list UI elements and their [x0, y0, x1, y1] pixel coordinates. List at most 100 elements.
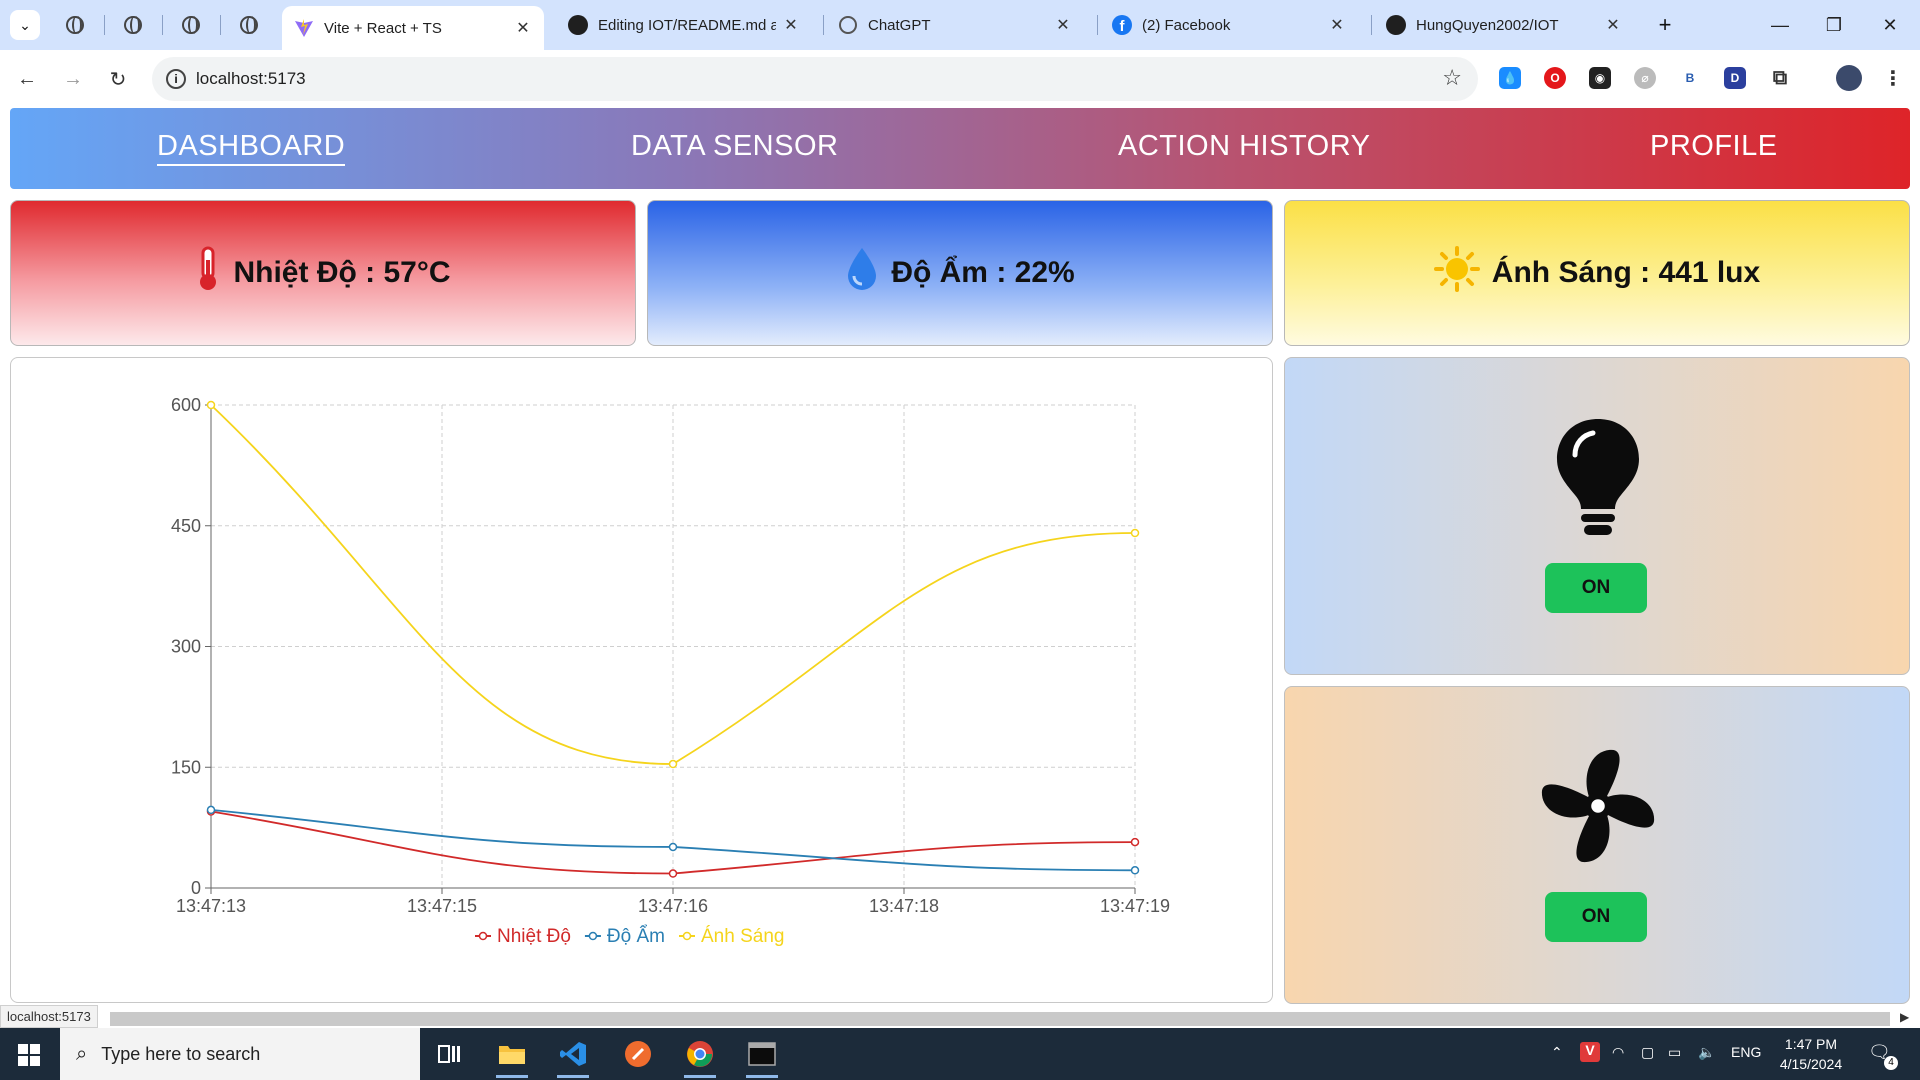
- search-placeholder: Type here to search: [101, 1043, 261, 1064]
- legend-label: Nhiệt Độ: [497, 926, 571, 947]
- extension-mask-icon[interactable]: ◉: [1589, 67, 1611, 89]
- close-tab-icon[interactable]: ✕: [1606, 17, 1620, 34]
- reload-button[interactable]: ↻: [103, 64, 133, 94]
- y-tick-label: 150: [171, 757, 201, 777]
- task-view-icon[interactable]: [430, 1036, 470, 1072]
- close-tab-icon[interactable]: ✕: [784, 17, 798, 34]
- data-point: [1130, 866, 1140, 875]
- forward-button[interactable]: →: [58, 64, 88, 94]
- nav-action-history[interactable]: ACTION HISTORY: [1118, 130, 1371, 162]
- meet-now-icon[interactable]: ▢: [1641, 1044, 1655, 1060]
- profile-avatar[interactable]: [1836, 65, 1862, 91]
- facebook-icon: f: [1112, 15, 1132, 35]
- pinned-tab-4[interactable]: [236, 12, 262, 38]
- tab-github-iot[interactable]: HungQuyen2002/IOT ✕: [1374, 6, 1634, 44]
- tab-separator: [162, 15, 163, 35]
- minimize-icon: —: [1771, 14, 1789, 35]
- close-tab-icon[interactable]: ✕: [1056, 17, 1070, 34]
- postman-icon[interactable]: [618, 1036, 658, 1072]
- clock-time: 1:47 PM: [1784, 1036, 1838, 1052]
- data-point: [206, 400, 216, 410]
- tab-editing-readme[interactable]: Editing IOT/README.md at main ✕: [556, 6, 812, 44]
- close-tab-icon[interactable]: ✕: [516, 20, 530, 37]
- tab-facebook[interactable]: f (2) Facebook ✕: [1100, 6, 1358, 44]
- github-icon: [1386, 15, 1406, 35]
- chatgpt-icon: [838, 15, 858, 35]
- globe-icon: [182, 16, 200, 34]
- tab-separator: [1097, 15, 1098, 35]
- battery-icon[interactable]: ▭: [1668, 1044, 1682, 1060]
- data-point: [206, 805, 216, 815]
- bookmark-star-icon[interactable]: ☆: [1442, 65, 1462, 90]
- scroll-right-icon[interactable]: ▶: [1900, 1010, 1910, 1024]
- nav-data-sensor[interactable]: DATA SENSOR: [631, 130, 839, 162]
- minimize-button[interactable]: —: [1760, 12, 1800, 38]
- data-point: [668, 869, 678, 878]
- close-icon: ✕: [1882, 14, 1898, 35]
- chevron-down-icon: ⌄: [19, 16, 31, 33]
- y-tick-label: 450: [171, 516, 201, 536]
- legend-marker: [478, 931, 488, 941]
- taskbar-clock[interactable]: 1:47 PM 4/15/2024: [1770, 1034, 1852, 1074]
- address-bar[interactable]: i localhost:5173 ☆: [152, 57, 1478, 101]
- light-toggle-button[interactable]: ON: [1545, 563, 1647, 613]
- chrome-icon[interactable]: [680, 1036, 720, 1078]
- terminal-icon[interactable]: [742, 1036, 782, 1078]
- extension-opera-icon[interactable]: O: [1544, 67, 1566, 89]
- x-tick-label: 13:47:15: [407, 896, 477, 916]
- close-tab-icon[interactable]: ✕: [1330, 17, 1344, 34]
- browser-menu-icon[interactable]: ⋮: [1883, 67, 1903, 90]
- tab-title: ChatGPT: [868, 16, 931, 34]
- close-window-button[interactable]: ✕: [1870, 12, 1910, 38]
- temperature-card: Nhiệt Độ : 57°C: [10, 200, 636, 346]
- vscode-icon[interactable]: [553, 1036, 593, 1078]
- fan-icon: [1538, 741, 1658, 871]
- show-hidden-icons-icon[interactable]: ⌃: [1551, 1044, 1563, 1060]
- pinned-tab-2[interactable]: [120, 12, 146, 38]
- extension-water-icon[interactable]: 💧: [1499, 67, 1521, 89]
- taskbar-search[interactable]: ⌕ Type here to search: [60, 1028, 420, 1080]
- temperature-value: Nhiệt Độ : 57°C: [233, 256, 451, 289]
- file-explorer-icon[interactable]: [492, 1036, 532, 1078]
- reload-icon: ↻: [109, 68, 127, 91]
- pinned-tab-1[interactable]: [62, 12, 88, 38]
- nav-dashboard[interactable]: DASHBOARD: [157, 130, 346, 166]
- extension-b-icon[interactable]: B: [1685, 71, 1695, 85]
- x-tick-label: 13:47:16: [638, 896, 708, 916]
- data-point: [1130, 528, 1140, 538]
- site-info-icon[interactable]: i: [166, 69, 186, 89]
- data-point: [668, 759, 678, 769]
- language-indicator[interactable]: ENG: [1731, 1044, 1762, 1060]
- restore-button[interactable]: ❐: [1814, 12, 1854, 38]
- tab-search-button[interactable]: ⌄: [10, 10, 40, 40]
- new-tab-button[interactable]: +: [1652, 12, 1678, 38]
- back-button[interactable]: ←: [12, 64, 42, 94]
- pinned-tab-3[interactable]: [178, 12, 204, 38]
- extension-d-icon[interactable]: D: [1724, 67, 1746, 89]
- tab-vite-react[interactable]: Vite + React + TS ✕: [282, 6, 544, 50]
- horizontal-scrollbar[interactable]: [110, 1012, 1890, 1026]
- extension-compass-icon[interactable]: ⌀: [1634, 67, 1656, 89]
- app-navbar: DASHBOARD DATA SENSOR ACTION HISTORY PRO…: [10, 108, 1910, 189]
- notification-count-badge: 4: [1884, 1056, 1898, 1070]
- volume-icon[interactable]: 🔈: [1698, 1044, 1716, 1060]
- y-tick-label: 600: [171, 395, 201, 415]
- tab-title: HungQuyen2002/IOT: [1416, 16, 1559, 34]
- nav-profile[interactable]: PROFILE: [1650, 130, 1778, 162]
- light-card: Ánh Sáng : 441 lux: [1284, 200, 1910, 346]
- arrow-right-icon: →: [63, 67, 83, 90]
- data-point: [1130, 837, 1140, 847]
- extensions-puzzle-icon[interactable]: ⧉: [1772, 66, 1788, 89]
- humidity-value: Độ Ẩm : 22%: [891, 256, 1075, 289]
- legend-label: Độ Ẩm: [607, 925, 665, 947]
- wifi-icon[interactable]: ◠: [1612, 1044, 1625, 1060]
- status-bar-url: localhost:5173: [0, 1005, 98, 1028]
- tab-chatgpt[interactable]: ChatGPT ✕: [826, 6, 1084, 44]
- windows-start-icon[interactable]: [18, 1044, 40, 1066]
- url-text[interactable]: localhost:5173: [196, 69, 306, 88]
- x-tick-label: 13:47:18: [869, 896, 939, 916]
- vivaldi-tray-icon[interactable]: V: [1580, 1042, 1600, 1062]
- tab-separator: [104, 15, 105, 35]
- tab-title: Editing IOT/README.md at main: [598, 16, 776, 34]
- fan-toggle-button[interactable]: ON: [1545, 892, 1647, 942]
